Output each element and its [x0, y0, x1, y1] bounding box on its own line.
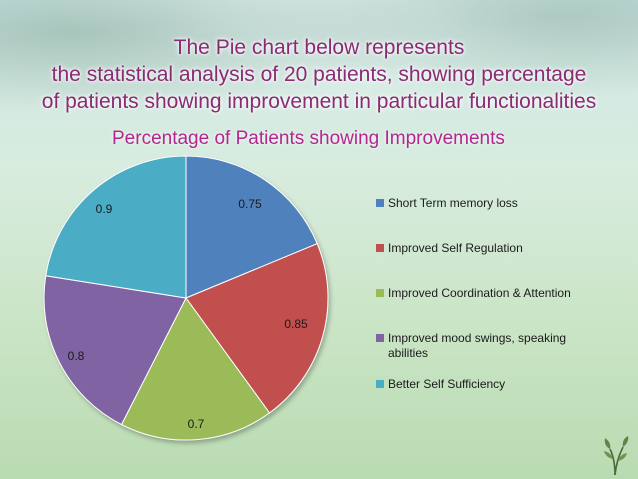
- legend-swatch-5: [376, 380, 384, 388]
- slide-heading: The Pie chart below represents the stati…: [0, 34, 638, 115]
- pie-data-label-4: 0.8: [68, 349, 85, 363]
- legend-label-3: Improved Coordination & Attention: [388, 286, 571, 300]
- heading-line-2: the statistical analysis of 20 patients,…: [51, 63, 587, 86]
- background-texture: [0, 0, 638, 160]
- pie-slice-3: [120, 297, 271, 441]
- legend-label-2: Improved Self Regulation: [388, 241, 523, 255]
- legend-item-3: Improved Coordination & Attention: [376, 286, 626, 301]
- pie-data-label-3: 0.7: [188, 417, 205, 431]
- legend-swatch-3: [376, 289, 384, 297]
- legend-label-4: Improved mood swings, speaking abilities: [388, 331, 567, 360]
- pie-slice-2: [185, 243, 329, 414]
- legend-item-2: Improved Self Regulation: [376, 241, 626, 256]
- legend-item-1: Short Term memory loss: [376, 196, 626, 211]
- legend-label-1: Short Term memory loss: [388, 196, 518, 210]
- legend-item-5: Better Self Sufficiency: [376, 377, 626, 392]
- pie-slice-1: [185, 155, 318, 299]
- legend-item-4: Improved mood swings, speaking abilities: [376, 331, 626, 361]
- plant-sprout-icon: [604, 436, 629, 475]
- pie-slice-4: [43, 275, 187, 426]
- pie-data-label-2: 0.85: [284, 317, 308, 331]
- pie-data-label-1: 0.75: [238, 197, 262, 211]
- legend-swatch-1: [376, 199, 384, 207]
- heading-line-1: The Pie chart below represents: [173, 36, 465, 59]
- heading-line-3: of patients showing improvement in parti…: [41, 90, 597, 113]
- pie-data-label-5: 0.9: [96, 202, 113, 216]
- pie-slice-5: [45, 155, 187, 299]
- legend-label-5: Better Self Sufficiency: [388, 377, 506, 391]
- legend-swatch-4: [376, 334, 384, 342]
- legend-swatch-2: [376, 244, 384, 252]
- chart-title: Percentage of Patients showing Improveme…: [112, 128, 505, 149]
